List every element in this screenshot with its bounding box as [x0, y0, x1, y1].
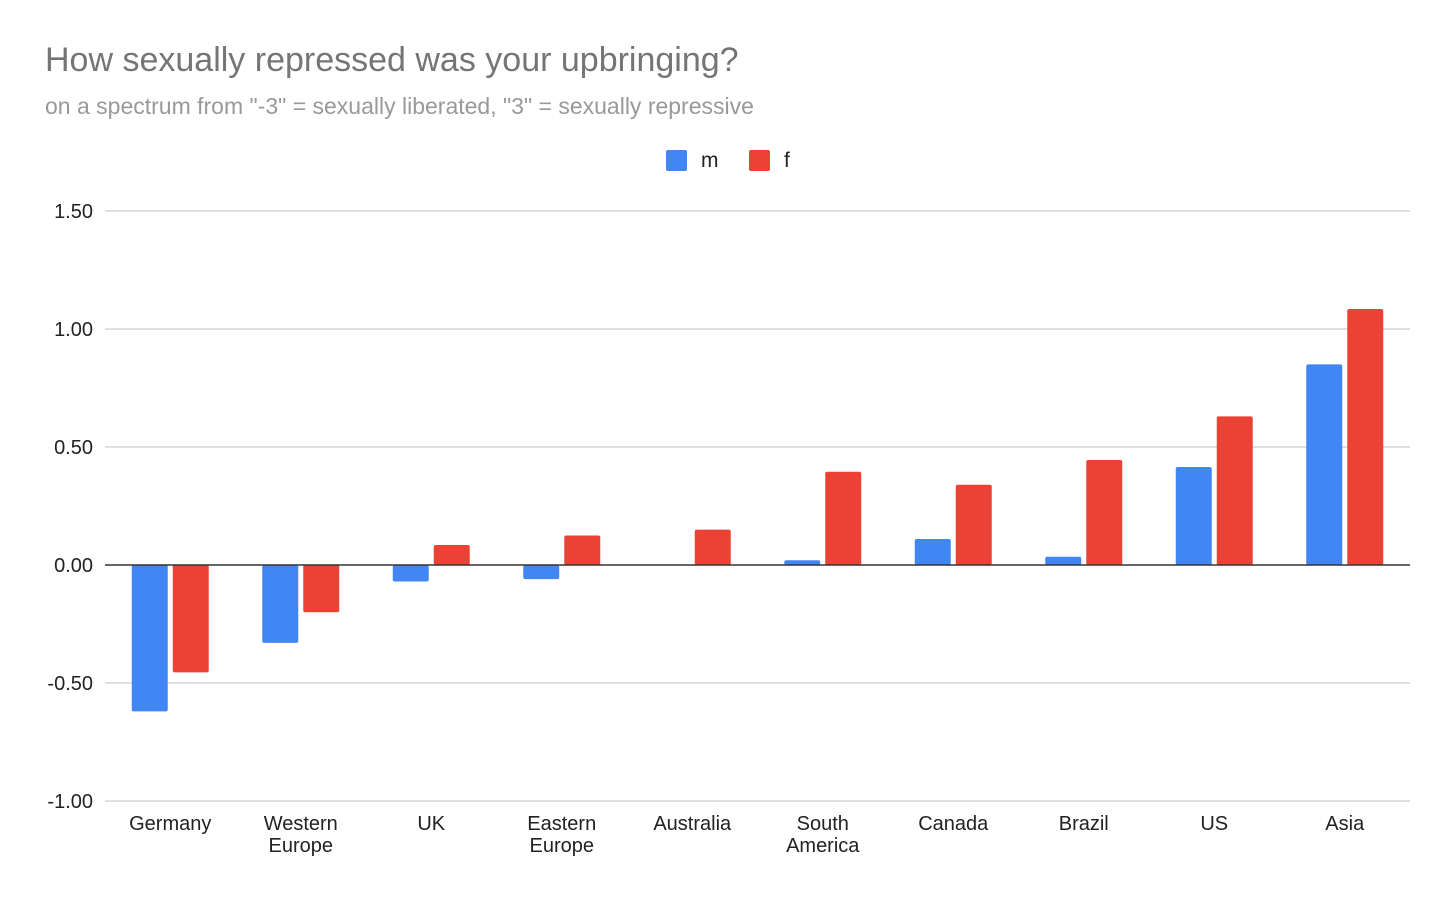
- bar-m-6: [914, 539, 951, 565]
- bar-f-2: [433, 544, 470, 565]
- bar-m-9: [1306, 364, 1343, 565]
- bar-f-4: [694, 529, 731, 565]
- x-tick-label: Asia: [1325, 813, 1365, 835]
- bar-m-2: [392, 565, 429, 582]
- legend-label-f: f: [784, 149, 790, 172]
- bar-m-5: [784, 560, 821, 565]
- x-tick-label: Australia: [653, 813, 732, 835]
- chart-subtitle: on a spectrum from "-3" = sexually liber…: [45, 93, 754, 119]
- x-tick-label: America: [786, 835, 860, 857]
- legend-swatch-f: [749, 150, 770, 171]
- x-tick-label: Canada: [918, 813, 989, 835]
- x-tick-label: UK: [417, 813, 445, 835]
- x-tick-label: South: [797, 813, 849, 835]
- bar-f-6: [955, 484, 992, 565]
- y-tick-label: -0.50: [47, 673, 93, 695]
- bar-f-0: [172, 565, 209, 673]
- legend-label-m: m: [701, 149, 719, 172]
- bar-f-9: [1347, 308, 1384, 565]
- bar-f-8: [1216, 416, 1253, 565]
- y-tick-label: 1.00: [54, 319, 93, 341]
- x-tick-label: Eastern: [527, 813, 596, 835]
- y-tick-label: 0.50: [54, 437, 93, 459]
- legend-swatch-m: [666, 150, 687, 171]
- x-tick-label: Western: [264, 813, 338, 835]
- bar-f-7: [1086, 459, 1123, 565]
- gridlines: [105, 210, 1410, 802]
- legend: m f: [666, 149, 790, 172]
- bars: [131, 308, 1384, 712]
- x-tick-label: Germany: [129, 813, 211, 835]
- y-tick-label: 1.50: [54, 201, 93, 223]
- bar-f-1: [303, 565, 340, 613]
- bar-f-3: [564, 535, 601, 565]
- x-tick-label: US: [1200, 813, 1228, 835]
- bar-m-3: [523, 565, 560, 580]
- bar-f-5: [825, 471, 862, 565]
- bar-m-0: [131, 565, 168, 712]
- bar-m-7: [1045, 556, 1082, 565]
- y-axis-ticks: 1.50 1.00 0.50 0.00 -0.50 -1.00: [47, 201, 93, 813]
- y-tick-label: 0.00: [54, 555, 93, 577]
- x-tick-label: Europe: [269, 835, 334, 857]
- x-tick-label: Europe: [530, 835, 595, 857]
- y-tick-label: -1.00: [47, 791, 93, 813]
- x-tick-label: Brazil: [1059, 813, 1109, 835]
- bar-m-8: [1175, 467, 1212, 565]
- chart-title: How sexually repressed was your upbringi…: [45, 41, 739, 79]
- bar-m-1: [262, 565, 299, 643]
